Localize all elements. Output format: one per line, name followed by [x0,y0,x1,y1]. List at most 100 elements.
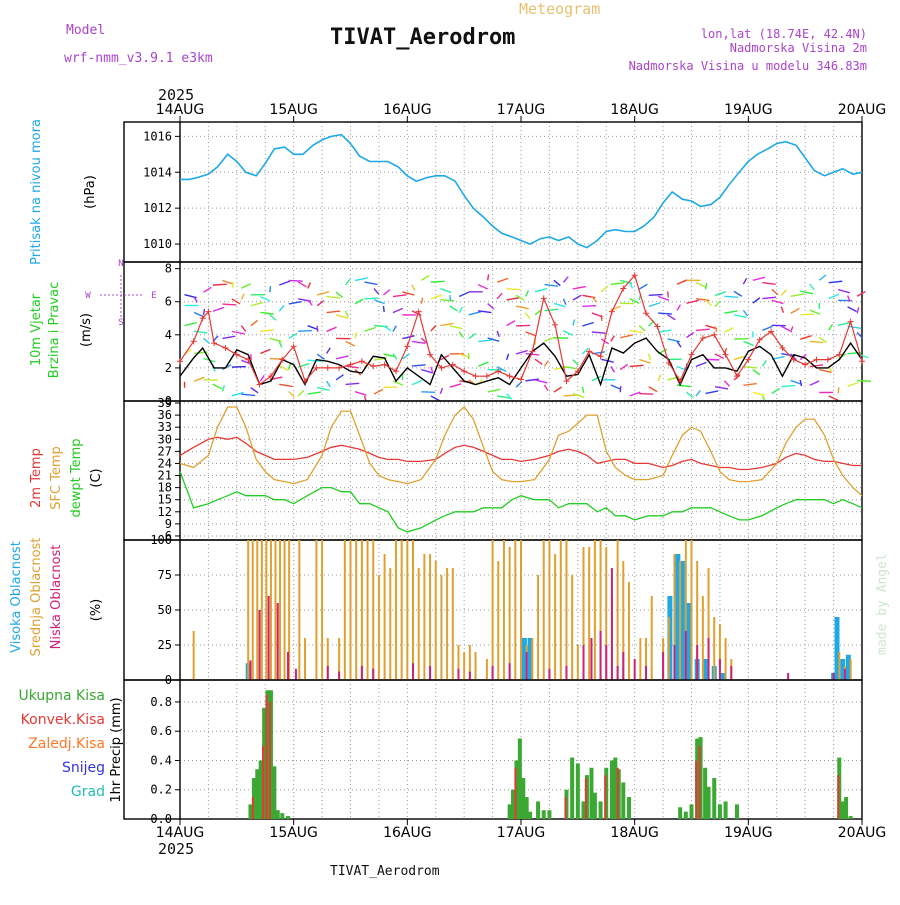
wind-barb [241,294,244,300]
cloud-bar [548,540,550,680]
precip-bar [699,746,701,819]
cloud-bar [787,673,789,680]
gust-marker [393,368,399,374]
wind-barb [260,312,273,314]
wind-barb [478,340,492,341]
y-tick-label: 24 [158,456,172,470]
wind-barb [658,313,672,314]
wind-barb [450,306,458,311]
y-tick-label: 15 [158,493,172,507]
y-tick-label: 21 [158,469,172,483]
cloud-bar [361,540,363,680]
cloud-bar [406,540,408,680]
wind-barb [488,274,489,280]
cloud-bar [327,666,329,680]
time-label-bottom: 18AUG [610,825,659,841]
wind-barb [829,396,839,400]
wind-barb [440,323,453,325]
wind-barb [715,387,728,389]
precip-bar [514,768,516,819]
wind-barb [743,278,746,284]
wind-barb [857,291,865,296]
precip-legend-item: Konvek.Kisa [21,712,105,728]
precip-bar [593,793,597,819]
wind-barb [431,396,440,401]
wind-barb [649,354,651,360]
cloud-bar [355,540,357,680]
cloud-bar [492,540,494,680]
wind-barb [270,338,282,341]
gust-marker [211,340,217,346]
wind-barb [611,366,615,372]
wind-barb [772,300,784,303]
wind-barb [412,381,422,385]
wind-barb [544,385,547,391]
precip-bar [255,769,259,819]
wind-barb [810,284,814,290]
wind-barb [516,325,530,326]
wind-barb [251,303,263,306]
wind-barb [677,341,681,347]
cloud-bar [247,540,249,680]
wind-barb [279,281,290,285]
wind-barb [289,364,291,370]
gust-marker [711,332,717,338]
cloud-bar [304,638,306,680]
wind-barb [800,380,801,386]
cloud-high-title: Visoka Oblacnost [9,541,24,653]
cloud-bar [600,631,602,680]
precip-bar [269,702,271,819]
wind-barb [374,300,385,304]
wind-barb [658,330,671,332]
gust-marker [461,368,467,374]
precip-bar [564,797,566,819]
wind-barb [677,305,680,311]
cloud-bar [662,652,664,680]
cloud-bar [565,666,567,680]
wind-barb [857,381,871,382]
time-label-bottom: 17AUG [497,825,546,841]
cloud-bar [645,666,647,680]
y-tick-label: 0.8 [150,695,172,709]
gust-marker [541,295,547,301]
precip-bar [585,778,587,819]
cloud-bar [423,554,425,680]
wind-barb [668,315,676,320]
wind-barb [488,389,501,392]
gust-marker [404,343,410,349]
wind-barb [526,313,530,319]
wind-barb [715,326,717,332]
time-label-bottom: 16AUG [383,825,432,841]
wind-barb [203,338,209,343]
wind-barb [412,341,425,343]
wind-barb [365,282,378,284]
wind-barb [848,326,861,328]
wind-barb [838,323,850,326]
precip-bar [610,760,614,819]
wind-barb [194,312,204,316]
wind-barb [241,326,245,332]
cloud-bar [526,652,528,680]
gust-marker [222,345,228,351]
y-tick-label: 2 [165,361,172,375]
wind-barb [412,285,415,291]
wind-barb [857,307,859,313]
wind-barb [620,364,627,369]
cloud-bar [469,672,471,680]
wind-barb [431,295,442,299]
cloud-bar [270,540,272,680]
cloud-bar [492,666,494,680]
wind-barb [346,279,351,285]
wind-barb [213,384,222,389]
wind-barb [251,320,258,325]
y-tick-label: 39 [158,396,172,410]
temp-dew-title: dewpt Temp [69,438,84,517]
wind-barb [421,392,435,393]
precip-bar [259,760,263,819]
precip-bar [712,778,716,819]
wind-barb [440,300,454,301]
wind-barb [440,388,442,394]
gust-marker [552,322,558,328]
wind-barb [535,289,547,292]
wind-barb [601,286,608,291]
